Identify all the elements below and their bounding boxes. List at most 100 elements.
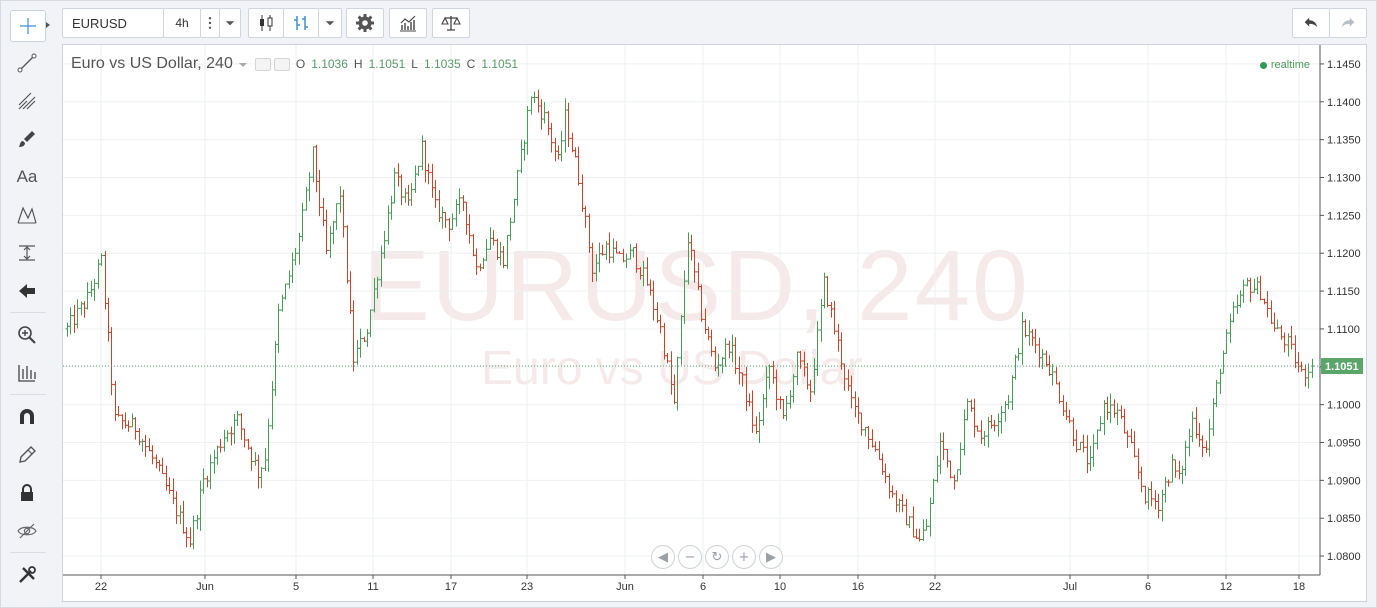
y-tick-label: 1.0850 (1327, 513, 1361, 525)
zoom-tool-button[interactable] (10, 320, 44, 350)
magnet-icon (20, 409, 34, 424)
zoom-in-icon (18, 326, 36, 344)
symbol-search-input[interactable]: EURUSD (62, 8, 164, 38)
y-tick-label: 1.1000 (1327, 400, 1361, 412)
hide-drawings-button[interactable] (10, 516, 44, 546)
toolbar-divider (10, 394, 46, 395)
candles-style-button[interactable] (248, 8, 284, 38)
realtime-label: realtime (1270, 59, 1310, 71)
high-value: 1.1051 (368, 57, 406, 71)
measure-icon (19, 245, 35, 261)
x-tick-label: 22 (929, 581, 941, 593)
measure-tool-button[interactable] (10, 238, 44, 268)
series-menu-caret-icon[interactable] (238, 63, 247, 67)
scroll-right-button[interactable]: ▶ (759, 545, 783, 569)
series-visibility-eye-icon[interactable] (254, 57, 271, 71)
redo-icon (1341, 17, 1355, 28)
open-value: 1.1036 (311, 57, 348, 71)
low-value: 1.1035 (423, 57, 461, 71)
gear-icon (356, 14, 374, 32)
magnet-button[interactable] (10, 402, 44, 432)
series-settings-icon[interactable] (273, 57, 290, 71)
eye-hidden-icon (17, 523, 37, 539)
realtime-status: realtime (1259, 59, 1310, 71)
trend-line-tool-button[interactable] (10, 48, 44, 78)
text-tool-button[interactable]: Aa (10, 162, 44, 192)
text-icon: Aa (16, 167, 38, 186)
arrow-left-icon (19, 284, 35, 298)
y-tick-label: 1.0900 (1327, 475, 1361, 487)
x-tick-label: 12 (1220, 581, 1232, 593)
redo-button[interactable] (1329, 8, 1367, 38)
indicators-icon (400, 15, 416, 32)
zoom-in-button[interactable]: + (732, 545, 756, 569)
pattern-icon (17, 206, 37, 224)
price-chart[interactable]: 1.1450 1.1400 1.1350 1.1300 1.1250 1.1200 1.11… (63, 45, 1366, 601)
vertical-dots-icon (208, 17, 212, 29)
current-price-label-bg (1321, 358, 1363, 375)
left-drawing-toolbar: Aa (2, 4, 54, 602)
y-tick-label: 1.1150 (1327, 286, 1360, 298)
resolution-dropdown-button[interactable] (219, 8, 241, 38)
scroll-left-button[interactable]: ◀ (651, 545, 675, 569)
brush-icon (19, 131, 35, 147)
toolbar-divider (10, 312, 46, 313)
chart-style-dropdown-button[interactable] (318, 8, 342, 38)
crosshair-expand-arrow-icon[interactable] (46, 22, 50, 28)
ohlc-values: O 1.1036 H 1.1051 L 1.1035 C 1.1051 (296, 57, 518, 71)
toolbar-divider (10, 552, 46, 553)
y-tick-label: 1.1250 (1327, 210, 1361, 222)
undo-button[interactable] (1292, 8, 1330, 38)
close-key: C (466, 57, 476, 71)
tools-icon (19, 566, 36, 583)
pitchfork-icon (18, 92, 36, 110)
resolution-button[interactable]: 4h (163, 8, 201, 38)
y-tick-label: 1.1450 (1327, 59, 1361, 71)
tools-settings-button[interactable] (10, 560, 44, 590)
x-tick-label: 22 (95, 581, 107, 593)
pitchfork-tool-button[interactable] (10, 86, 44, 116)
chart-navigation: ◀ − ↻ + ▶ (651, 545, 783, 569)
reset-chart-button[interactable]: ↻ (705, 545, 729, 569)
realtime-dot-icon (1259, 61, 1267, 69)
pattern-tool-button[interactable] (10, 200, 44, 230)
x-tick-label: 10 (774, 581, 786, 593)
chart-panel[interactable]: EURUSD, 240 Euro vs US Dollar 1.1450 1.14… (62, 44, 1367, 602)
x-tick-label: 6 (700, 581, 706, 593)
x-tick-label: 16 (852, 581, 864, 593)
bars-style-button[interactable] (283, 8, 319, 38)
lock-all-drawings-button[interactable] (10, 478, 44, 508)
y-tick-label: 1.1100 (1327, 324, 1360, 336)
stay-in-drawing-mode-button[interactable] (10, 440, 44, 470)
x-tick-label: 17 (445, 581, 457, 593)
candles-icon (260, 15, 273, 31)
zoom-out-button[interactable]: − (678, 545, 702, 569)
low-key: L (411, 57, 418, 71)
x-tick-label: Jun (196, 581, 214, 593)
high-key: H (353, 57, 363, 71)
indicators-button[interactable] (389, 8, 427, 38)
bars-icon (294, 16, 308, 30)
trend-line-icon (17, 53, 37, 73)
remove-drawings-button[interactable] (10, 276, 44, 306)
undo-icon (1304, 17, 1318, 28)
series-legend: Euro vs US Dollar, 240 O 1.1036 H 1.1051 L… (71, 55, 518, 73)
resolution-more-button[interactable] (200, 8, 220, 38)
y-tick-label: 1.1400 (1327, 97, 1361, 109)
current-price-label: 1.1051 (1325, 361, 1359, 373)
crosshair-tool-button[interactable] (10, 10, 46, 42)
data-window-button[interactable] (10, 358, 44, 388)
chevron-down-icon (325, 21, 335, 26)
open-key: O (295, 57, 306, 71)
series-title[interactable]: Euro vs US Dollar, 240 (71, 55, 233, 72)
x-tick-label: 11 (367, 581, 378, 593)
chevron-down-icon (225, 21, 235, 26)
x-tick-label: Jul (1063, 581, 1077, 593)
chart-settings-button[interactable] (346, 8, 384, 38)
brush-tool-button[interactable] (10, 124, 44, 154)
y-tick-label: 1.1350 (1327, 135, 1361, 147)
x-tick-label: 18 (1293, 581, 1305, 593)
y-tick-label: 1.0800 (1327, 551, 1361, 563)
compare-button[interactable] (432, 8, 470, 38)
x-tick-label: 23 (521, 581, 533, 593)
